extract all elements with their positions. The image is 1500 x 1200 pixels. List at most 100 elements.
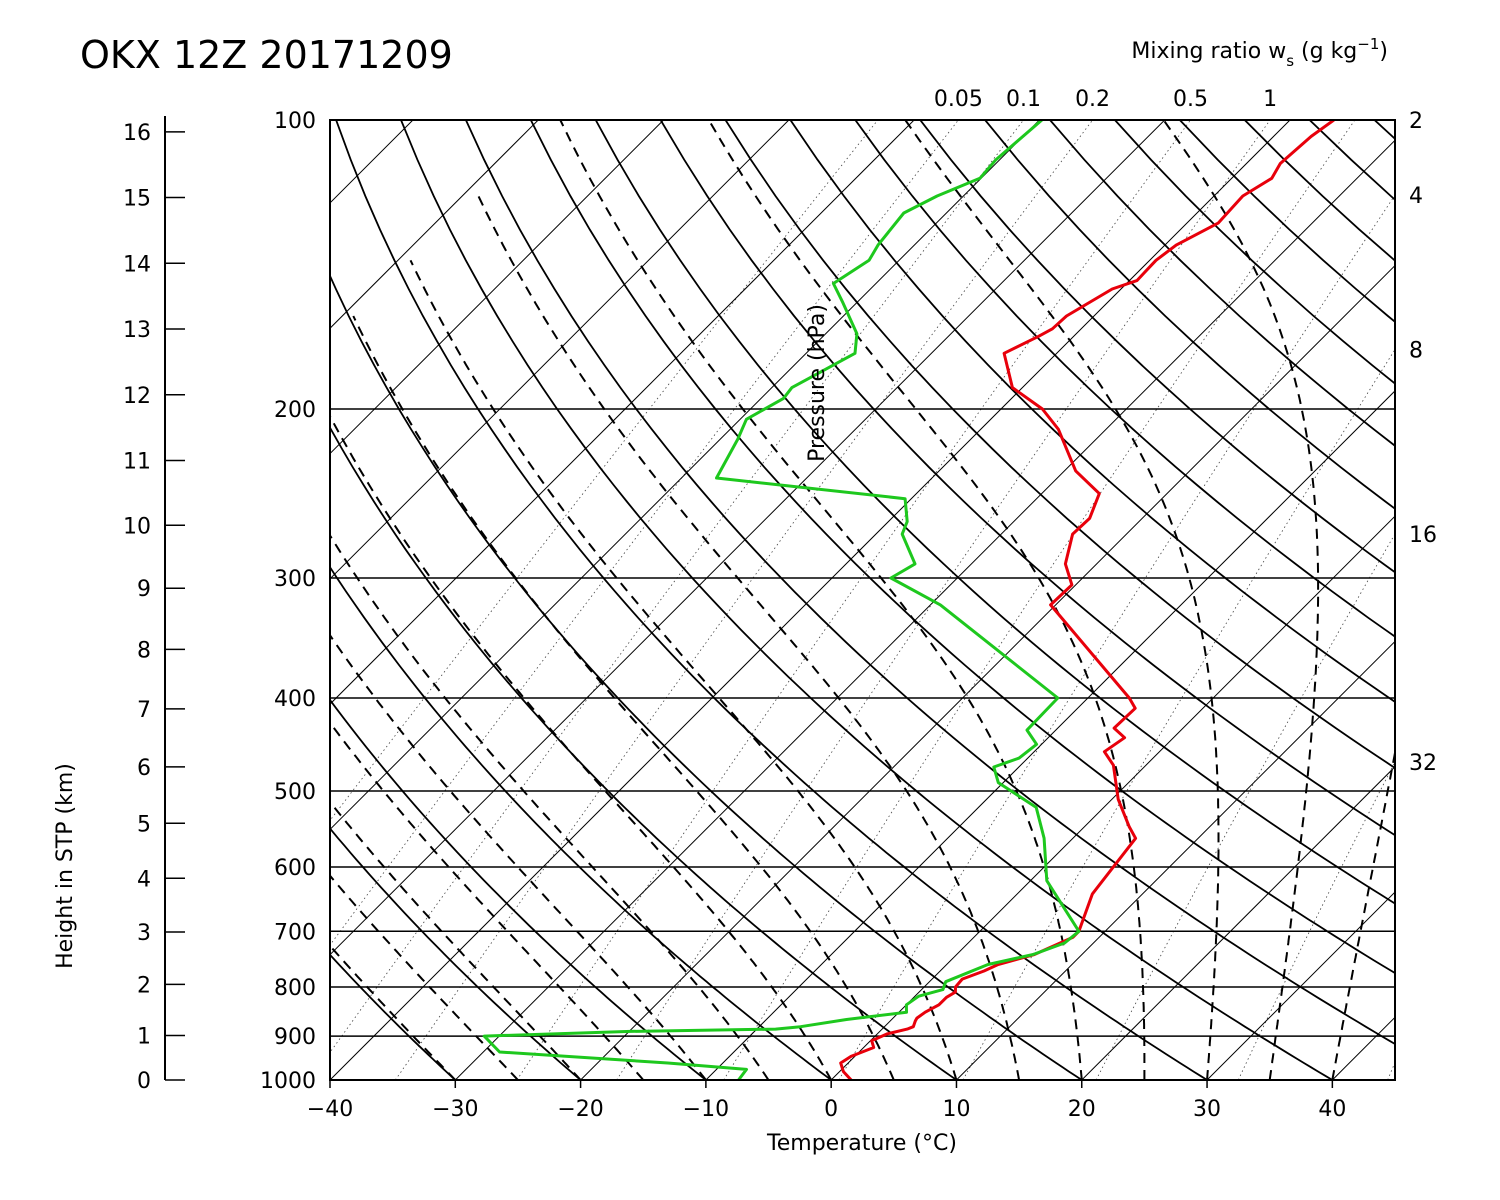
mixing-ratio-top-label: 0.05	[934, 87, 983, 112]
height-tick-label: 7	[137, 698, 151, 723]
x-tick-label: 30	[1193, 1097, 1221, 1122]
pressure-tick-label: 100	[274, 109, 316, 134]
moist-adiabat-line	[330, 414, 833, 1080]
moist-adiabat-line	[477, 195, 1021, 1080]
moist-adiabat-line	[1162, 120, 1320, 1080]
x-tick-label: −20	[557, 1097, 603, 1122]
mixing-ratio-line	[1237, 760, 1395, 1080]
mixing-ratio-title: Mixing ratio ws (g kg−1)	[1131, 35, 1388, 70]
dry-adiabat-line	[594, 120, 1395, 905]
mixing-ratio-right-label: 4	[1409, 184, 1423, 209]
dry-adiabat-line	[330, 273, 1083, 1080]
moist-adiabat-line	[330, 633, 707, 1080]
mixing-ratio-line	[1387, 1061, 1395, 1080]
height-tick-label: 11	[123, 450, 151, 475]
height-tick-label: 14	[123, 252, 151, 277]
height-tick-label: 13	[123, 318, 151, 343]
moist-adiabat-line	[330, 721, 644, 1080]
pressure-tick-label: 1000	[260, 1069, 316, 1094]
isotherm-line	[580, 264, 1395, 1080]
pressure-tick-label: 900	[274, 1025, 316, 1050]
moist-adiabat-line	[559, 120, 1083, 1080]
height-tick-label: 9	[137, 577, 151, 602]
moist-adiabat-line	[1331, 747, 1395, 1080]
dry-adiabat-line	[854, 120, 1395, 638]
sounding-profiles	[482, 120, 1335, 1080]
dry-adiabat-line	[330, 425, 958, 1080]
isotherm-line	[330, 120, 539, 329]
dry-adiabat-line	[330, 698, 707, 1080]
mixing-ratio-line	[516, 120, 1191, 1080]
plot-frame	[329, 119, 1396, 1081]
pressure-tick-label: 600	[274, 856, 316, 881]
dry-adiabat-line	[400, 120, 1333, 1080]
isotherm-line	[1458, 120, 1500, 1080]
dewpoint-line	[482, 120, 1081, 1080]
height-tick-label: 8	[137, 638, 151, 663]
mixing-ratio-line	[962, 348, 1395, 1080]
dry-adiabat-line	[335, 120, 1208, 1080]
moist-adiabat-line	[904, 120, 1220, 1080]
temperature-line	[839, 120, 1335, 1080]
dry-adiabat-line	[984, 120, 1395, 510]
height-tick-label: 3	[137, 921, 151, 946]
dry-adiabat-line	[330, 953, 456, 1080]
mixing-ratio-line	[330, 120, 1024, 1054]
height-tick-label: 5	[137, 812, 151, 837]
x-tick-label: −30	[432, 1097, 478, 1122]
mixing-ratio-top-label: 0.2	[1075, 87, 1110, 112]
y-axis-label: Pressure (hPa)	[805, 304, 830, 462]
moist-adiabat-line	[330, 944, 457, 1080]
isotherm-line	[956, 640, 1395, 1080]
height-axis-label: Height in STP (km)	[53, 763, 78, 969]
dry-adiabat-line	[529, 120, 1395, 975]
isotherm-line	[330, 120, 915, 705]
height-tick-label: 1	[137, 1024, 151, 1049]
isotherm-line	[705, 390, 1395, 1080]
height-tick-label: 12	[123, 384, 151, 409]
x-axis-label: Temperature (°C)	[766, 1131, 957, 1156]
x-tick-label: −40	[307, 1097, 353, 1122]
moist-adiabat-line	[707, 120, 1146, 1080]
isotherm-line	[0, 120, 37, 1080]
mixing-ratio-line	[723, 120, 1356, 1080]
dry-adiabat-line	[1244, 120, 1395, 262]
x-tick-label: 40	[1318, 1097, 1346, 1122]
height-tick-label: 0	[137, 1069, 151, 1094]
pressure-tick-label: 400	[274, 687, 316, 712]
dry-adiabat-line	[330, 827, 582, 1080]
dry-adiabat-line	[724, 120, 1395, 770]
dry-adiabat-line	[1049, 120, 1395, 447]
mixing-ratio-right-label: 32	[1409, 751, 1437, 776]
pressure-tick-label: 500	[274, 780, 316, 805]
height-tick-label: 10	[123, 514, 151, 539]
pressure-tick-label: 800	[274, 976, 316, 1001]
x-tick-label: 10	[942, 1097, 970, 1122]
pressure-tick-label: 700	[274, 920, 316, 945]
mixing-ratio-line	[1095, 533, 1395, 1080]
mixing-ratio-top-label: 0.1	[1006, 87, 1041, 112]
x-tick-label: 0	[824, 1097, 838, 1122]
pressure-tick-label: 300	[274, 567, 316, 592]
mixing-ratio-top-label: 1	[1263, 87, 1277, 112]
dry-adiabat-line	[465, 120, 1395, 1046]
pressure-tick-label: 200	[274, 398, 316, 423]
dry-adiabat-line	[789, 120, 1395, 703]
mixing-ratio-line	[616, 120, 1271, 1080]
isotherm-line	[330, 120, 1040, 831]
dry-adiabat-line	[1373, 120, 1395, 141]
x-tick-label: −10	[683, 1097, 729, 1122]
isotherm-line	[330, 120, 1166, 956]
moist-adiabat-line	[409, 259, 958, 1080]
isotherm-line	[1206, 891, 1395, 1080]
isotherm-line	[330, 120, 1291, 1080]
x-tick-label: 20	[1068, 1097, 1096, 1122]
dry-adiabat-line	[1439, 120, 1500, 1080]
chart-title: OKX 12Z 20171209	[80, 33, 453, 77]
moist-adiabat-line	[330, 800, 582, 1080]
isotherm-line	[830, 515, 1395, 1080]
dry-adiabat-line	[330, 565, 832, 1080]
height-tick-label: 6	[137, 756, 151, 781]
dry-adiabat-line	[1114, 120, 1395, 385]
